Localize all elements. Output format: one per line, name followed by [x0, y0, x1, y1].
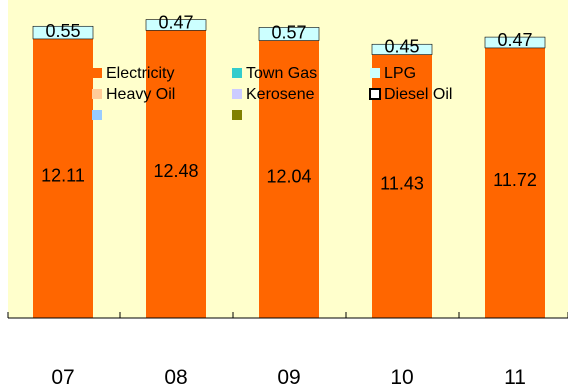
legend-swatch-3	[92, 89, 102, 99]
bar-lpg-10	[371, 43, 433, 55]
data-label-lpg-11: 0.47	[497, 30, 532, 50]
bar-lpg-08	[145, 19, 207, 31]
x-tick-label-07: 07	[51, 366, 74, 385]
data-label-lpg-09: 0.57	[271, 23, 306, 43]
bar-lpg-09	[258, 27, 320, 41]
data-label-lpg-07: 0.55	[45, 21, 80, 41]
legend-label-2: LPG	[384, 65, 416, 82]
x-tick-label-09: 09	[277, 366, 300, 385]
legend-label-4: Kerosene	[246, 86, 315, 103]
legend-swatch-2	[370, 68, 380, 78]
data-label-lpg-10: 0.45	[384, 37, 419, 57]
data-label-electricity-08: 12.48	[153, 161, 198, 181]
data-label-electricity-07: 12.11	[41, 165, 85, 185]
data-label-electricity-11: 11.72	[493, 170, 537, 190]
legend-swatch-6	[92, 110, 102, 120]
bar-lpg-07	[32, 25, 94, 40]
legend-label-3: Heavy Oil	[106, 86, 175, 103]
legend-swatch-0	[92, 68, 102, 78]
bar-lpg-11	[484, 36, 546, 49]
x-tick-label-08: 08	[164, 366, 187, 385]
legend-swatch-5	[369, 88, 381, 100]
data-label-lpg-08: 0.47	[158, 12, 193, 32]
legend-label-1: Town Gas	[246, 65, 317, 82]
data-label-electricity-09: 12.04	[266, 166, 311, 186]
legend-label-5: Diesel Oil	[384, 86, 452, 103]
legend-label-0: Electricity	[106, 65, 174, 82]
bar-electricity-09	[259, 40, 319, 319]
bar-electricity-11	[485, 47, 545, 319]
x-tick-label-11: 11	[504, 366, 526, 385]
bar-electricity-08	[146, 30, 206, 319]
x-tick-label-10: 10	[390, 366, 413, 385]
legend-swatch-7	[232, 110, 242, 120]
bar-electricity-10	[372, 54, 432, 319]
data-label-electricity-10: 11.43	[380, 173, 424, 193]
legend-swatch-4	[232, 89, 242, 99]
legend-swatch-1	[232, 68, 242, 78]
bar-electricity-07	[33, 38, 93, 318]
